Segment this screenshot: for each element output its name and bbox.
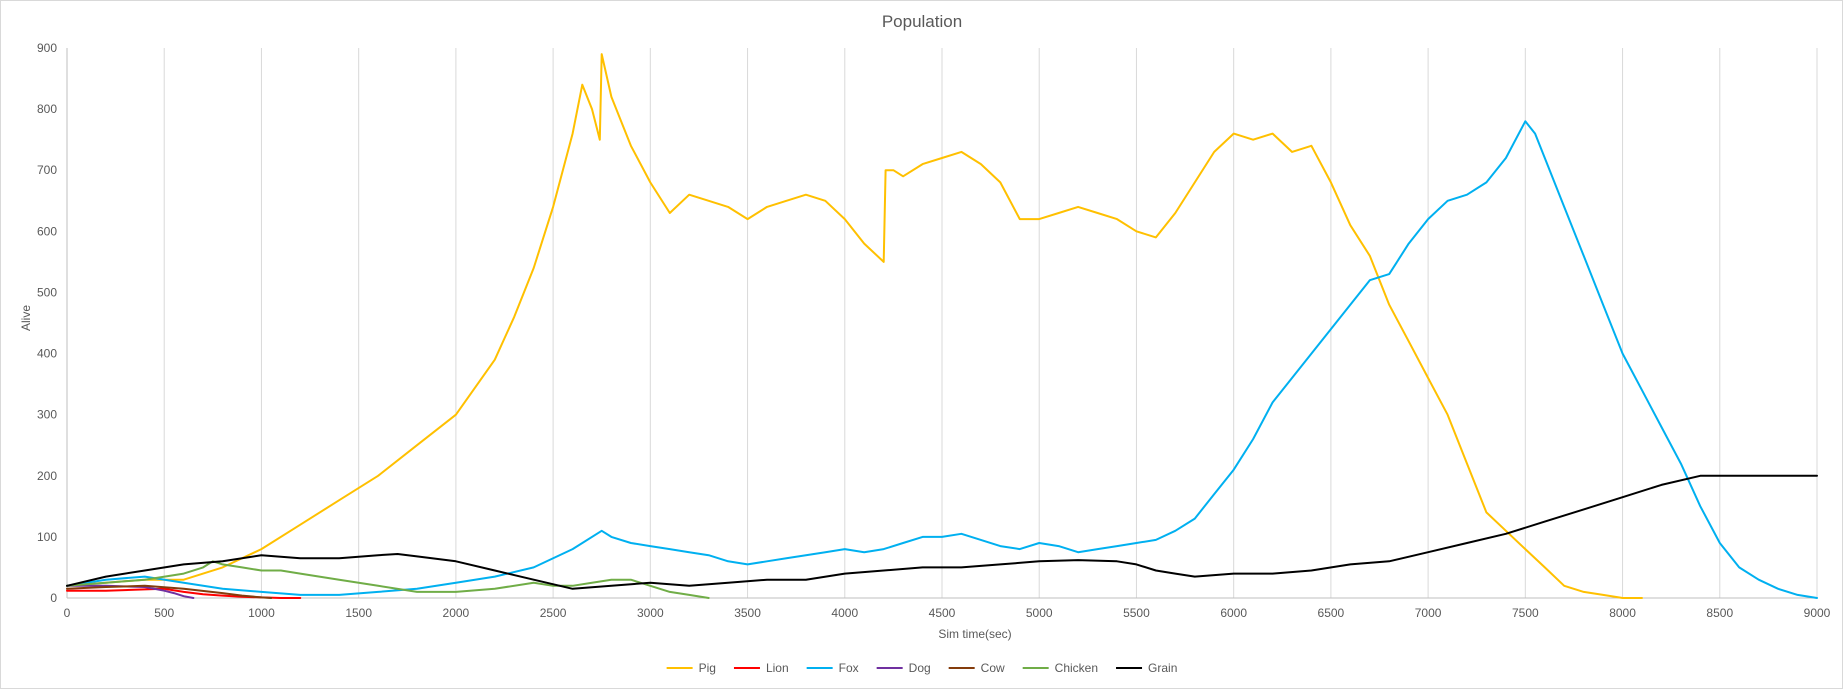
x-tick-label: 2000 [443,606,470,620]
x-tick-label: 6500 [1318,606,1345,620]
series-line-pig [66,53,1643,599]
legend-item-fox: Fox [806,661,859,675]
x-tick-label: 7000 [1415,606,1442,620]
series-line-grain [66,474,1818,590]
legend-item-lion: Lion [733,661,789,675]
y-tick-label: 500 [37,285,57,299]
chart-title: Population [882,12,962,31]
y-tick-label: 800 [37,102,57,116]
y-tick-label: 900 [37,41,57,55]
x-tick-label: 9000 [1804,606,1831,620]
series-layer [66,53,1818,599]
y-tick-label: 100 [37,530,57,544]
x-tick-label: 5000 [1026,606,1053,620]
legend-label: Cow [981,661,1005,675]
legend-label: Fox [839,661,859,675]
x-axis-label: Sim time(sec) [938,627,1011,641]
x-tick-label: 8500 [1706,606,1733,620]
y-tick-label: 600 [37,224,57,238]
x-tick-label: 7500 [1512,606,1539,620]
x-tick-label: 3000 [637,606,664,620]
series-line-chicken [66,560,710,599]
legend-item-dog: Dog [876,661,931,675]
legend-label: Lion [766,661,789,675]
x-tick-label: 4500 [929,606,956,620]
axis-layer: 0 500 1000 1500 2000 2500 3000 3500 4000 4500 5000… [37,41,1831,620]
series-line-dog [66,584,195,599]
y-tick-label: 0 [50,591,57,605]
series-line-fox [66,120,1818,599]
x-tick-label: 500 [154,606,174,620]
legend-label: Dog [909,661,931,675]
y-tick-label: 300 [37,408,57,422]
y-tick-label: 700 [37,163,57,177]
x-tick-label: 2500 [540,606,567,620]
legend-item-pig: Pig [666,661,716,675]
legend-item-chicken: Chicken [1022,661,1098,675]
legend-label: Chicken [1055,661,1098,675]
x-tick-label: 4000 [831,606,858,620]
legend-item-grain: Grain [1116,661,1177,675]
legend-item-cow: Cow [948,661,1005,675]
x-tick-label: 8000 [1609,606,1636,620]
legend: Pig Lion Fox Dog Cow Chicken Grain [666,661,1177,675]
y-axis-label: Alive [19,305,33,331]
x-tick-label: 3500 [734,606,761,620]
series-line-cow [66,584,273,599]
y-tick-label: 400 [37,347,57,361]
grid-layer [163,48,1818,598]
legend-label: Pig [699,661,716,675]
x-tick-label: 1500 [345,606,372,620]
legend-label: Grain [1148,661,1177,675]
x-tick-label: 5500 [1123,606,1150,620]
y-tick-label: 200 [37,469,57,483]
x-tick-label: 6000 [1220,606,1247,620]
x-tick-label: 0 [64,606,71,620]
x-tick-label: 1000 [248,606,275,620]
